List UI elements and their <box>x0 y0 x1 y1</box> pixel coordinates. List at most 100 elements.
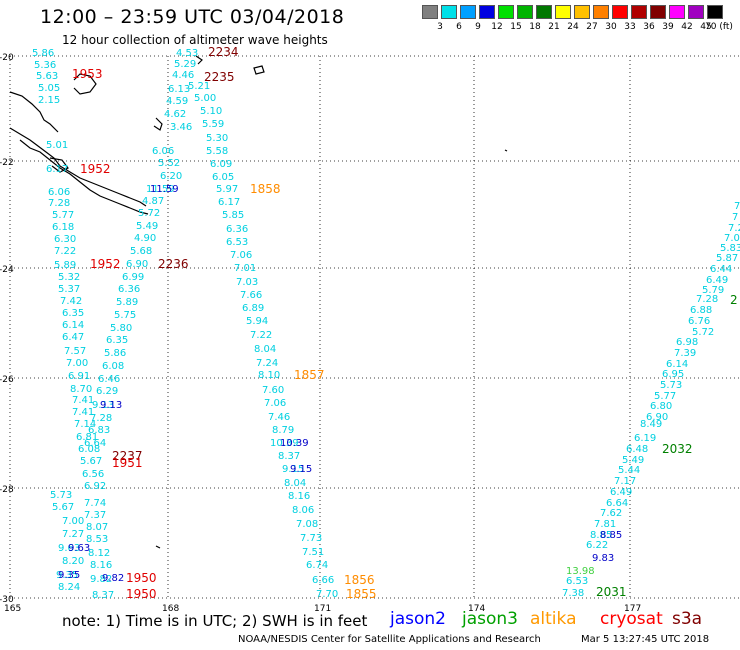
wave-height-value: 6.44 <box>710 264 732 275</box>
wave-height-value: 13.98 <box>566 566 595 577</box>
wave-height-value: 5.72 <box>692 327 714 338</box>
wave-height-value: 8.49 <box>640 419 662 430</box>
pass-time-label: 1950 <box>126 587 157 601</box>
wave-height-value: 6.53 <box>566 576 588 587</box>
wave-height-value: 5.94 <box>246 316 268 327</box>
coastline <box>9 55 508 549</box>
wave-height-value: 5.00 <box>194 93 216 104</box>
wave-height-value: 6.13 <box>168 84 190 95</box>
wave-height-value: 8.16 <box>288 491 310 502</box>
wave-height-value: 5.67 <box>80 456 102 467</box>
wave-height-value: 8.06 <box>292 505 314 516</box>
wave-height-value: 6.18 <box>52 222 74 233</box>
wave-height-value: 7.74 <box>84 498 106 509</box>
satellite-cryosat: cryosat <box>600 609 663 629</box>
wave-height-value: 7.03 <box>236 277 258 288</box>
scale-label: 70 (ft) <box>705 22 733 32</box>
wave-height-value: 6.95 <box>662 369 684 380</box>
x-tick-label: 171 <box>314 604 331 614</box>
pass-time-label: 1856 <box>344 573 375 587</box>
wave-height-value: 11.59 <box>150 184 179 195</box>
scale-label: 3 <box>437 22 443 32</box>
wave-height-value: 5.83 <box>720 243 740 254</box>
wave-height-value: 5.37 <box>58 284 80 295</box>
wave-height-value: 5.75 <box>114 310 136 321</box>
wave-height-value: 4.53 <box>176 48 198 59</box>
wave-height-value: 6.92 <box>84 481 106 492</box>
wave-height-value: 6.46 <box>98 374 120 385</box>
scale-label: 6 <box>456 22 462 32</box>
wave-height-value: 5.73 <box>50 490 72 501</box>
pass-time-label: 2032 <box>662 442 693 456</box>
wave-height-value: 6.83 <box>88 425 110 436</box>
wave-height-value: 6.35 <box>106 335 128 346</box>
wave-height-value: 7.24 <box>256 358 278 369</box>
wave-height-value: 7.70 <box>316 589 338 600</box>
wave-height-value: 7.73 <box>300 533 322 544</box>
wave-height-value: 7.2 <box>728 223 740 234</box>
wave-height-value: 9.13 <box>92 400 114 411</box>
wave-height-value: 6.05 <box>212 172 234 183</box>
wave-height-value: 5.59 <box>202 119 224 130</box>
wave-height-value: 5.49 <box>622 455 644 466</box>
wave-height-value: 9.15 <box>282 464 304 475</box>
wave-height-value: 7.14 <box>74 419 96 430</box>
wave-height-value: 5.85 <box>222 210 244 221</box>
wave-height-value: 7.22 <box>250 330 272 341</box>
pass-time-label: 2 <box>730 293 738 307</box>
time-labels: 2234 2235 1953 1952 1952 2236 1858 1857 22371951… <box>72 45 738 601</box>
wave-height-value: 9.35 <box>58 570 80 581</box>
wave-height-value: 6.56 <box>82 469 104 480</box>
y-tick-label: -30 <box>0 595 14 605</box>
pass-time-label: 2235 <box>204 70 235 84</box>
wave-height-value: 5.73 <box>660 380 682 391</box>
scale-label: 27 <box>586 22 598 32</box>
wave-height-value: 5.80 <box>110 323 132 334</box>
wave-height-value: 6.81 <box>76 432 98 443</box>
wave-height-value: 6.30 <box>54 234 76 245</box>
map-grid <box>9 55 740 599</box>
wave-height-value: 7.06 <box>230 250 252 261</box>
wave-height-value: 7.60 <box>262 385 284 396</box>
scale-swatch <box>593 5 609 19</box>
wave-height-value: 7.81 <box>594 519 616 530</box>
y-tick-label: -28 <box>0 485 14 495</box>
wave-height-value: 6.49 <box>706 275 728 286</box>
wave-height-value: 7.41 <box>72 395 94 406</box>
wave-height-value: 5.72 <box>138 208 160 219</box>
wave-height-value: 8.85 <box>590 530 612 541</box>
wave-height-value: 5.36 <box>34 60 56 71</box>
wave-height-value: 6.76 <box>688 316 710 327</box>
x-tick-label: 165 <box>4 604 21 614</box>
wave-height-value: 10.39 <box>270 438 299 449</box>
scale-swatch <box>517 5 533 19</box>
scale-label: 9 <box>475 22 481 32</box>
wave-height-value: 6.74 <box>306 560 328 571</box>
wave-height-value: 6.17 <box>46 164 68 175</box>
scale-swatch <box>422 5 438 19</box>
wave-height-value: 7.46 <box>268 412 290 423</box>
y-tick-label: -24 <box>0 265 14 275</box>
wave-height-value: 6.14 <box>62 320 84 331</box>
wave-height-value: 7.22 <box>54 246 76 257</box>
wave-height-value: 7.01 <box>234 263 256 274</box>
wave-height-value: 7.28 <box>48 198 70 209</box>
pass-time-label: 1952 <box>80 162 111 176</box>
wave-height-value: 9.83 <box>592 553 614 564</box>
wave-height-value: 5.52 <box>158 158 180 169</box>
scale-swatch <box>441 5 457 19</box>
scale-label: 36 <box>643 22 655 32</box>
wave-height-value: 7.62 <box>600 508 622 519</box>
map-title: 12:00 – 23:59 UTC 03/04/2018 <box>40 6 345 28</box>
y-tick-label: -20 <box>0 53 14 63</box>
pass-time-label: 2236 <box>158 257 189 271</box>
scale-label: 30 <box>605 22 617 32</box>
wave-height-value: 6.48 <box>626 444 648 455</box>
wave-height-value: 8.10 <box>258 370 280 381</box>
pass-time-label: 2237 <box>112 449 143 463</box>
wave-height-value: 8.53 <box>86 534 108 545</box>
wave-height-value: 6.47 <box>62 332 84 343</box>
wave-height-value: 6.20 <box>160 171 182 182</box>
